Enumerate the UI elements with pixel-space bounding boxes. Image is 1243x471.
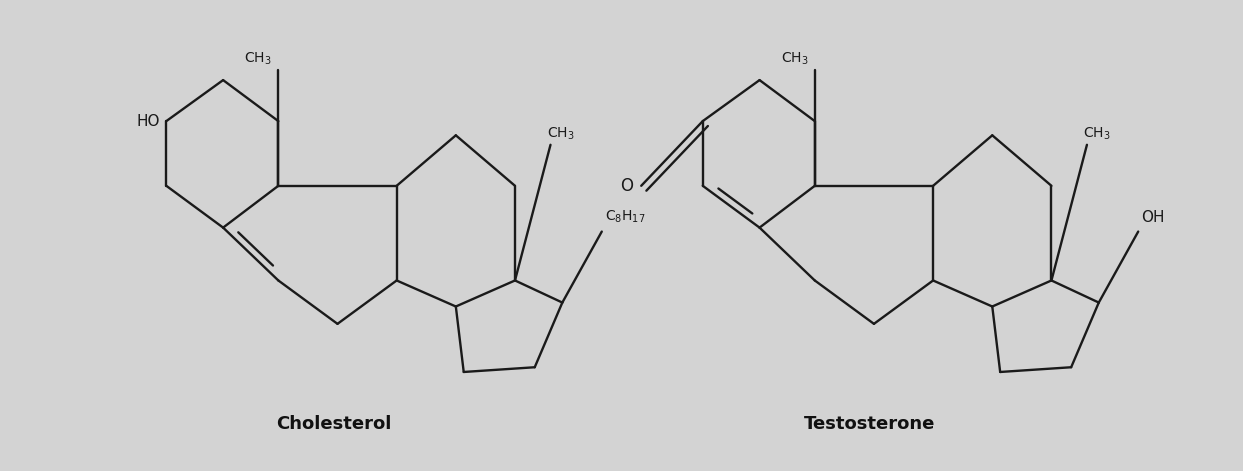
Text: CH$_3$: CH$_3$ (781, 50, 808, 67)
Text: O: O (620, 177, 634, 195)
Text: Cholesterol: Cholesterol (276, 414, 392, 432)
Text: CH$_3$: CH$_3$ (1083, 125, 1111, 142)
Text: CH$_3$: CH$_3$ (245, 50, 272, 67)
Text: CH$_3$: CH$_3$ (547, 125, 574, 142)
Text: HO: HO (137, 114, 160, 129)
Text: C$_8$H$_{17}$: C$_8$H$_{17}$ (605, 209, 645, 225)
Text: OH: OH (1141, 210, 1165, 225)
Text: Testosterone: Testosterone (804, 414, 936, 432)
